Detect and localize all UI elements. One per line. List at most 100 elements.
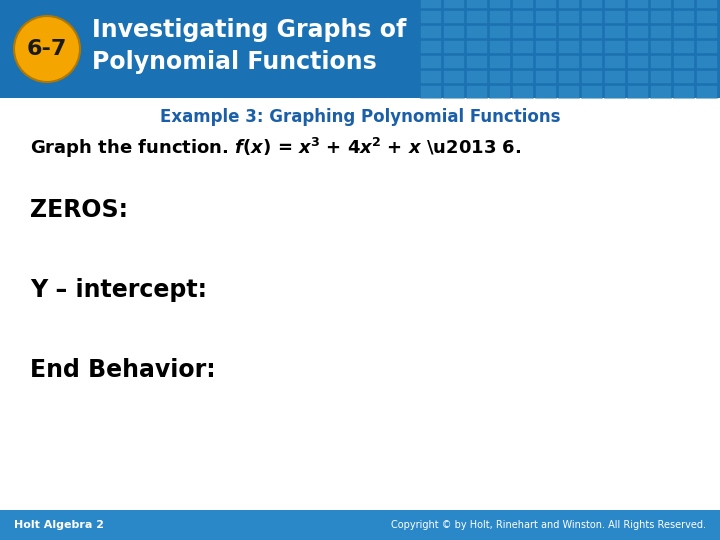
Bar bbox=[535, 70, 556, 83]
Bar bbox=[673, 10, 694, 23]
Bar bbox=[650, 10, 671, 23]
Bar bbox=[604, 70, 625, 83]
Bar bbox=[627, 0, 648, 8]
Bar bbox=[650, 70, 671, 83]
Bar bbox=[604, 25, 625, 38]
Bar bbox=[558, 0, 579, 8]
Bar bbox=[627, 70, 648, 83]
Bar bbox=[420, 25, 441, 38]
Bar bbox=[420, 10, 441, 23]
Bar bbox=[558, 40, 579, 53]
Bar bbox=[604, 0, 625, 8]
Bar bbox=[558, 10, 579, 23]
Bar bbox=[443, 0, 464, 8]
Text: Polynomial Functions: Polynomial Functions bbox=[92, 50, 377, 74]
Bar bbox=[466, 25, 487, 38]
Text: End Behavior:: End Behavior: bbox=[30, 358, 215, 382]
Bar bbox=[650, 40, 671, 53]
Bar bbox=[673, 25, 694, 38]
Bar bbox=[489, 85, 510, 98]
Bar bbox=[0, 0, 720, 98]
Bar bbox=[535, 85, 556, 98]
Text: Investigating Graphs of: Investigating Graphs of bbox=[92, 18, 406, 42]
Bar bbox=[673, 55, 694, 68]
Bar bbox=[420, 85, 441, 98]
Bar bbox=[558, 25, 579, 38]
Bar bbox=[489, 70, 510, 83]
Bar bbox=[650, 0, 671, 8]
Bar bbox=[604, 55, 625, 68]
Bar bbox=[512, 70, 533, 83]
Bar bbox=[420, 70, 441, 83]
Bar bbox=[696, 10, 717, 23]
Bar bbox=[558, 55, 579, 68]
Bar bbox=[581, 85, 602, 98]
Bar bbox=[696, 25, 717, 38]
Bar bbox=[489, 40, 510, 53]
Bar bbox=[489, 0, 510, 8]
Bar bbox=[466, 40, 487, 53]
Bar bbox=[420, 55, 441, 68]
Bar bbox=[627, 10, 648, 23]
Bar bbox=[673, 70, 694, 83]
Bar bbox=[558, 70, 579, 83]
Bar bbox=[696, 55, 717, 68]
Bar bbox=[489, 10, 510, 23]
Text: Copyright © by Holt, Rinehart and Winston. All Rights Reserved.: Copyright © by Holt, Rinehart and Winsto… bbox=[391, 520, 706, 530]
Bar bbox=[650, 85, 671, 98]
Bar bbox=[466, 0, 487, 8]
Bar bbox=[512, 10, 533, 23]
Bar bbox=[581, 10, 602, 23]
Bar bbox=[581, 0, 602, 8]
Bar bbox=[443, 55, 464, 68]
Bar bbox=[466, 10, 487, 23]
Bar bbox=[420, 40, 441, 53]
Bar bbox=[535, 10, 556, 23]
Bar bbox=[512, 40, 533, 53]
Text: ZEROS:: ZEROS: bbox=[30, 198, 128, 222]
Bar bbox=[581, 40, 602, 53]
Bar bbox=[673, 85, 694, 98]
Text: Y – intercept:: Y – intercept: bbox=[30, 278, 207, 302]
Bar bbox=[0, 510, 720, 540]
Bar bbox=[466, 70, 487, 83]
Bar bbox=[443, 85, 464, 98]
Bar bbox=[696, 85, 717, 98]
Bar bbox=[443, 70, 464, 83]
Bar bbox=[535, 25, 556, 38]
Bar bbox=[558, 85, 579, 98]
Bar bbox=[604, 10, 625, 23]
Bar bbox=[696, 40, 717, 53]
Bar bbox=[466, 85, 487, 98]
Bar bbox=[443, 25, 464, 38]
Bar bbox=[581, 55, 602, 68]
Bar bbox=[535, 55, 556, 68]
Text: Example 3: Graphing Polynomial Functions: Example 3: Graphing Polynomial Functions bbox=[160, 108, 560, 126]
Bar bbox=[673, 0, 694, 8]
Bar bbox=[512, 25, 533, 38]
Text: 6-7: 6-7 bbox=[27, 39, 67, 59]
Bar bbox=[627, 40, 648, 53]
Bar bbox=[512, 85, 533, 98]
Bar bbox=[489, 55, 510, 68]
Bar bbox=[627, 55, 648, 68]
Bar bbox=[650, 55, 671, 68]
Bar bbox=[627, 85, 648, 98]
Text: Graph the function. $\bfit{f}$($\bfit{x}$) = $\bfit{x}^{\mathbf{3}}$ + 4$\bfit{x: Graph the function. $\bfit{f}$($\bfit{x}… bbox=[30, 136, 521, 160]
Bar bbox=[696, 0, 717, 8]
Bar bbox=[581, 25, 602, 38]
Ellipse shape bbox=[14, 16, 80, 82]
Bar bbox=[443, 40, 464, 53]
Bar bbox=[650, 25, 671, 38]
Bar bbox=[696, 70, 717, 83]
Bar bbox=[420, 0, 441, 8]
Bar bbox=[604, 85, 625, 98]
Bar bbox=[581, 70, 602, 83]
Bar bbox=[535, 0, 556, 8]
Bar bbox=[443, 10, 464, 23]
Bar bbox=[627, 25, 648, 38]
Bar bbox=[535, 40, 556, 53]
Text: Holt Algebra 2: Holt Algebra 2 bbox=[14, 520, 104, 530]
Bar bbox=[604, 40, 625, 53]
Bar bbox=[512, 0, 533, 8]
